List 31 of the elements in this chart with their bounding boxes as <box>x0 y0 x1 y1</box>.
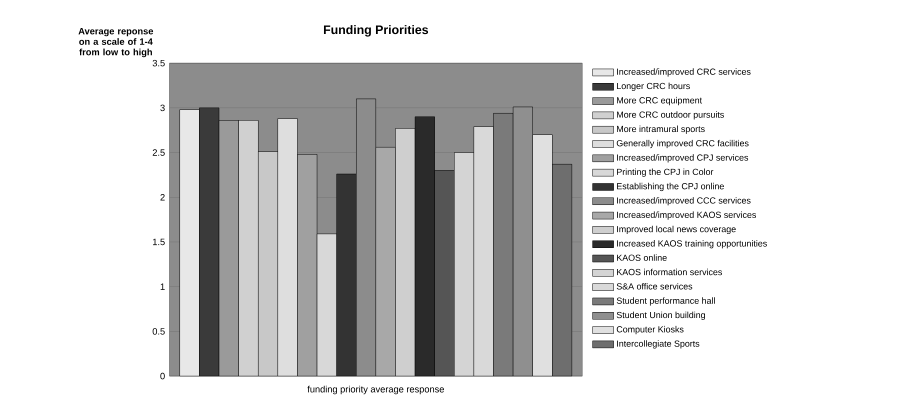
y-tick-label: 1.5 <box>152 238 165 246</box>
legend-label: Generally improved CRC facilities <box>616 140 749 148</box>
legend-label: More CRC equipment <box>617 96 702 106</box>
legend-label: Student Union building <box>616 312 706 320</box>
legend-label: Increased/improved CRC services <box>617 68 751 76</box>
legend-label: Increased/improved KAOS services <box>617 211 756 220</box>
y-axis-title: Average reponse on a scale of 1-4 from low to high <box>78 28 154 58</box>
legend-label: More CRC outdoor pursuits <box>617 111 724 120</box>
legend-label: Increased KAOS training opportunities <box>617 240 767 248</box>
y-tick-label: 3 <box>160 104 165 111</box>
legend-label: Student performance hall <box>616 297 715 306</box>
legend-label: Computer Kiosks <box>616 326 684 334</box>
legend-label: Intercollegiate Sports <box>617 340 700 348</box>
legend-label: More intramural sports <box>617 125 705 134</box>
legend-label: KAOS online <box>617 254 667 261</box>
y-tick-label: 0.5 <box>152 328 165 335</box>
chart-title: Funding Priorities <box>324 24 428 36</box>
y-tick-label: 0 <box>160 372 165 380</box>
legend-label: Printing the CPJ in Color <box>617 168 714 177</box>
y-tick-label: 2.5 <box>152 149 165 156</box>
y-tick-label: 2 <box>160 194 165 200</box>
legend-label: Establishing the CPJ online <box>617 182 724 191</box>
y-tick-label: 3.5 <box>152 60 165 66</box>
y-tick-label: 1 <box>160 283 165 290</box>
legend-label: Improved local news coverage <box>617 226 736 234</box>
legend-label: Longer CRC hours <box>617 82 690 91</box>
x-tick-label: funding priority average response <box>307 386 444 394</box>
legend-label: KAOS information services <box>617 268 722 276</box>
legend-label: Increased/improved CCC services <box>617 196 751 206</box>
legend-label: S&A office services <box>616 282 692 290</box>
legend-label: Increased/improved CPJ services <box>617 154 748 162</box>
